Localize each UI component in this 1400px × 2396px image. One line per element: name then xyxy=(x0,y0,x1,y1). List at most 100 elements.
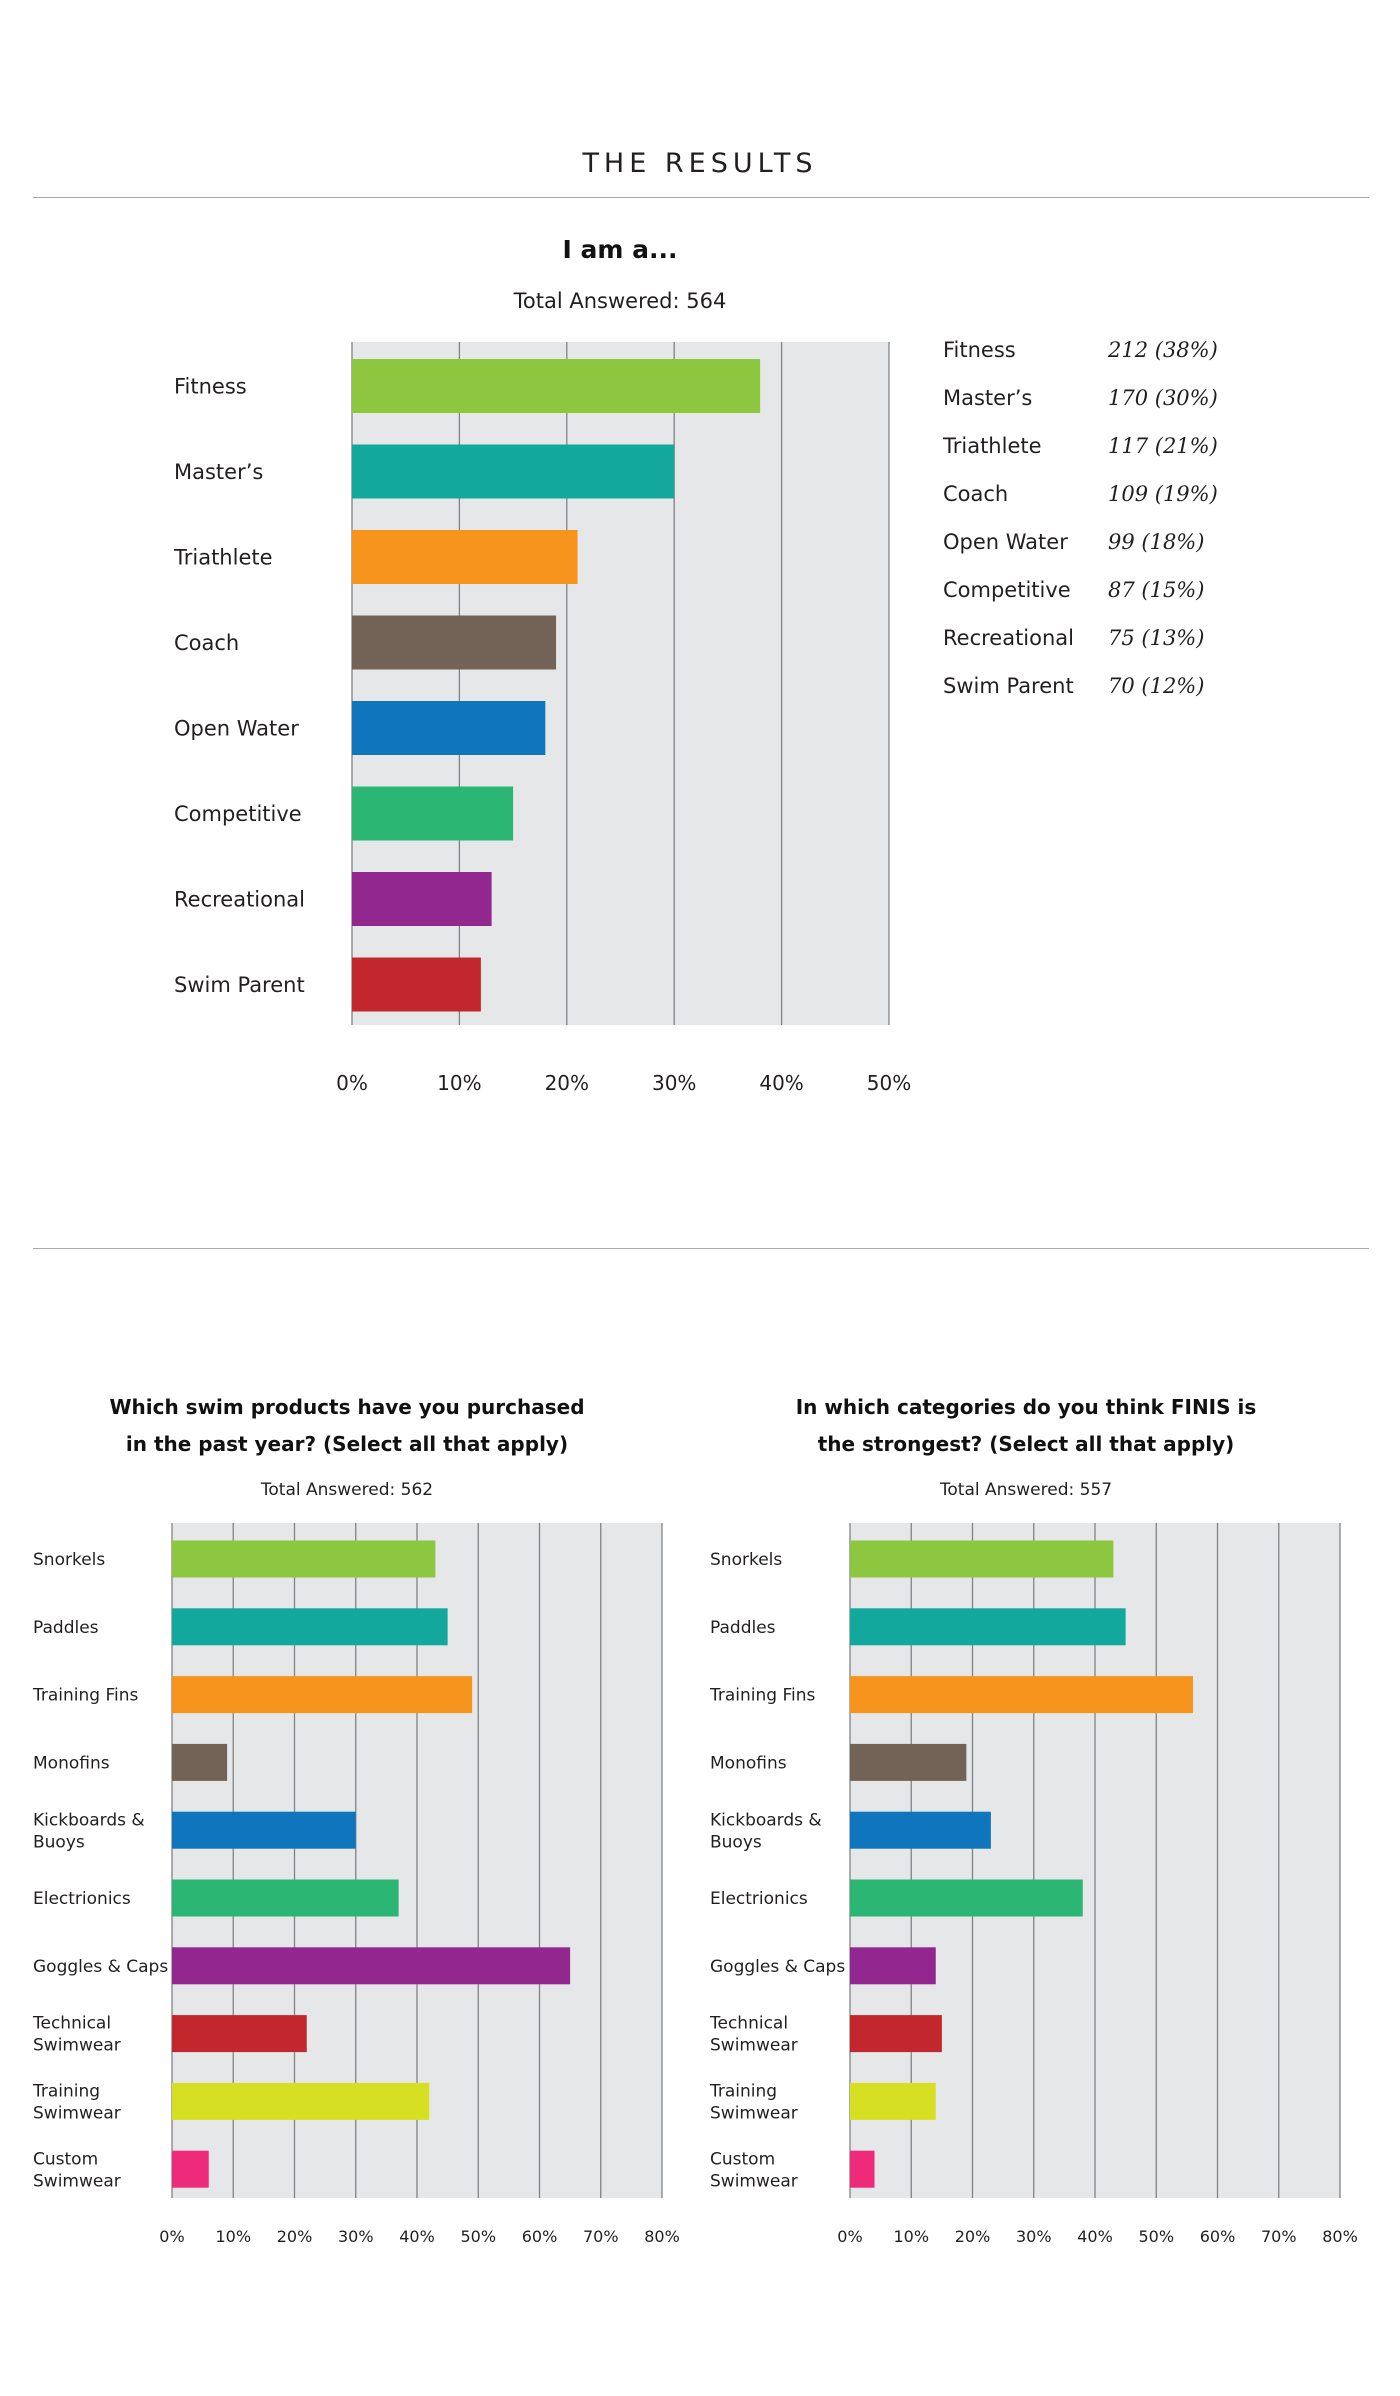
role-legend-label: Recreational xyxy=(943,626,1075,650)
purchased-chart-title: Which swim products have you purchased xyxy=(109,1395,584,1419)
purchased-chart-tick-label: 40% xyxy=(399,2227,435,2246)
purchased-chart-category-label-line: Buoys xyxy=(33,1832,85,1852)
purchased-chart-title: in the past year? (Select all that apply… xyxy=(126,1432,568,1456)
role-legend-count: 170 (30%) xyxy=(1108,386,1218,410)
role-chart-subtitle: Total Answered: 564 xyxy=(513,289,727,313)
role-legend-label: Coach xyxy=(943,482,1009,506)
role-legend-label: Fitness xyxy=(943,338,1016,362)
purchased-chart-tick-label: 0% xyxy=(159,2227,184,2246)
role-chart-category-label: Coach xyxy=(174,631,239,655)
role-chart-bar xyxy=(352,701,546,755)
purchased-chart-bar xyxy=(172,1811,356,1849)
purchased-chart-bar xyxy=(172,1879,399,1917)
purchased-chart-category-label: Kickboards & Buoys xyxy=(33,1810,145,1852)
role-legend-count: 212 (38%) xyxy=(1108,338,1218,362)
strongest-chart-tick-label: 70% xyxy=(1261,2227,1297,2246)
role-legend-label: Master’s xyxy=(943,386,1033,410)
purchased-chart-category-label-line: Training Fins xyxy=(32,1686,139,1706)
purchased-chart-category-label: Technical Swimwear xyxy=(32,2014,121,2056)
purchased-chart-bar xyxy=(172,1676,473,1714)
strongest-chart-bar xyxy=(850,1540,1114,1578)
strongest-chart-tick-label: 40% xyxy=(1077,2227,1113,2246)
role-legend-label: Open Water xyxy=(943,530,1068,554)
role-legend-count: 75 (13%) xyxy=(1108,626,1205,650)
role-chart-bar xyxy=(352,615,557,670)
role-chart-category-label: Open Water xyxy=(174,717,299,741)
purchased-chart-tick-label: 10% xyxy=(215,2227,251,2246)
purchased-chart-tick-label: 80% xyxy=(644,2227,680,2246)
strongest-chart-tick-label: 0% xyxy=(837,2227,862,2246)
purchased-chart-bar xyxy=(172,1743,228,1781)
purchased-chart-tick-label: 20% xyxy=(277,2227,313,2246)
strongest-chart-category-label-line: Buoys xyxy=(710,1832,762,1852)
role-legend-count: 109 (19%) xyxy=(1108,482,1218,506)
role-chart-category-label-line: Master’s xyxy=(174,460,263,484)
strongest-chart-category-label-line: Swimwear xyxy=(710,2104,798,2124)
role-legend-label: Triathlete xyxy=(943,434,1042,458)
purchased-chart-category-label: Custom Swimwear xyxy=(33,2149,121,2191)
strongest-chart-subtitle: Total Answered: 557 xyxy=(939,1480,1112,1500)
purchased-chart-category-label-line: Custom xyxy=(33,2149,98,2169)
purchased-chart-category-label: Paddles xyxy=(33,1618,99,1638)
middle-divider xyxy=(33,1248,1369,1249)
role-chart-tick-label: 30% xyxy=(652,1071,696,1095)
role-chart-category-label: Fitness xyxy=(174,375,247,399)
role-chart: I am a... Total Answered: 564 0% 10% 20% 30% 4… xyxy=(173,235,911,1095)
role-chart-category-label-line: Triathlete xyxy=(173,546,273,570)
purchased-chart-category-label-line: Swimwear xyxy=(33,2171,121,2191)
purchased-chart-category-label-line: Technical xyxy=(32,2014,111,2034)
purchased-products-chart: Which swim products have you purchased in… xyxy=(32,1395,680,2246)
strongest-chart-bar xyxy=(850,1743,967,1781)
role-chart-tick-label: 50% xyxy=(867,1071,911,1095)
role-chart-bar xyxy=(352,530,578,584)
role-legend-count: 87 (15%) xyxy=(1108,578,1205,602)
strongest-chart-category-label-line: Technical xyxy=(709,2014,788,2034)
role-chart-category-label: Triathlete xyxy=(173,546,273,570)
strongest-chart-bar xyxy=(850,1676,1193,1714)
role-chart-bar xyxy=(352,957,481,1012)
role-legend-count: 117 (21%) xyxy=(1108,434,1218,458)
strongest-chart-category-label: Goggles & Caps xyxy=(710,1957,845,1977)
strongest-chart-bar xyxy=(850,1608,1126,1646)
strongest-chart-category-label-line: Kickboards & xyxy=(710,1810,822,1830)
role-legend-count: 70 (12%) xyxy=(1108,674,1205,698)
strongest-chart-tick-label: 80% xyxy=(1322,2227,1358,2246)
strongest-chart-tick-label: 10% xyxy=(893,2227,929,2246)
strongest-chart-category-label: Training Swimwear xyxy=(709,2082,798,2124)
purchased-chart-category-label-line: Swimwear xyxy=(33,2036,121,2056)
purchased-chart-bar xyxy=(172,2015,307,2053)
purchased-chart-tick-label: 60% xyxy=(522,2227,558,2246)
purchased-chart-category-label-line: Kickboards & xyxy=(33,1810,145,1830)
purchased-chart-category-label-line: Electrionics xyxy=(33,1889,131,1909)
strongest-chart-title: the strongest? (Select all that apply) xyxy=(818,1432,1235,1456)
purchased-chart-category-label: Monofins xyxy=(33,1754,110,1774)
strongest-chart-category-label-line: Monofins xyxy=(710,1754,787,1774)
strongest-chart-tick-label: 50% xyxy=(1138,2227,1174,2246)
purchased-chart-tick-label: 50% xyxy=(460,2227,496,2246)
role-chart-bar xyxy=(352,872,492,926)
role-chart-title: I am a... xyxy=(563,235,678,264)
role-chart-category-label: Competitive xyxy=(174,802,302,826)
page-header: THE RESULTS xyxy=(582,148,818,179)
purchased-chart-tick-label: 70% xyxy=(583,2227,619,2246)
finis-strongest-chart: In which categories do you think FINIS i… xyxy=(709,1395,1358,2246)
purchased-chart-category-label: Training Fins xyxy=(32,1686,139,1706)
role-chart-tick-label: 10% xyxy=(437,1071,481,1095)
strongest-chart-category-label: Paddles xyxy=(710,1618,776,1638)
purchased-chart-tick-label: 30% xyxy=(338,2227,374,2246)
role-chart-category-label-line: Fitness xyxy=(174,375,247,399)
strongest-chart-category-label-line: Swimwear xyxy=(710,2036,798,2056)
strongest-chart-category-label-line: Goggles & Caps xyxy=(710,1957,845,1977)
strongest-chart-category-label-line: Snorkels xyxy=(710,1550,782,1570)
top-divider xyxy=(33,197,1369,198)
strongest-chart-category-label: Custom Swimwear xyxy=(710,2149,798,2191)
purchased-chart-category-label: Electrionics xyxy=(33,1889,131,1909)
strongest-chart-category-label-line: Swimwear xyxy=(710,2171,798,2191)
purchased-chart-bar xyxy=(172,1540,436,1578)
strongest-chart-category-label: Electrionics xyxy=(710,1889,808,1909)
purchased-chart-category-label-line: Goggles & Caps xyxy=(33,1957,168,1977)
purchased-chart-bar xyxy=(172,1608,448,1646)
strongest-chart-bar xyxy=(850,2150,875,2188)
strongest-chart-category-label: Snorkels xyxy=(710,1550,782,1570)
strongest-chart-tick-label: 30% xyxy=(1016,2227,1052,2246)
